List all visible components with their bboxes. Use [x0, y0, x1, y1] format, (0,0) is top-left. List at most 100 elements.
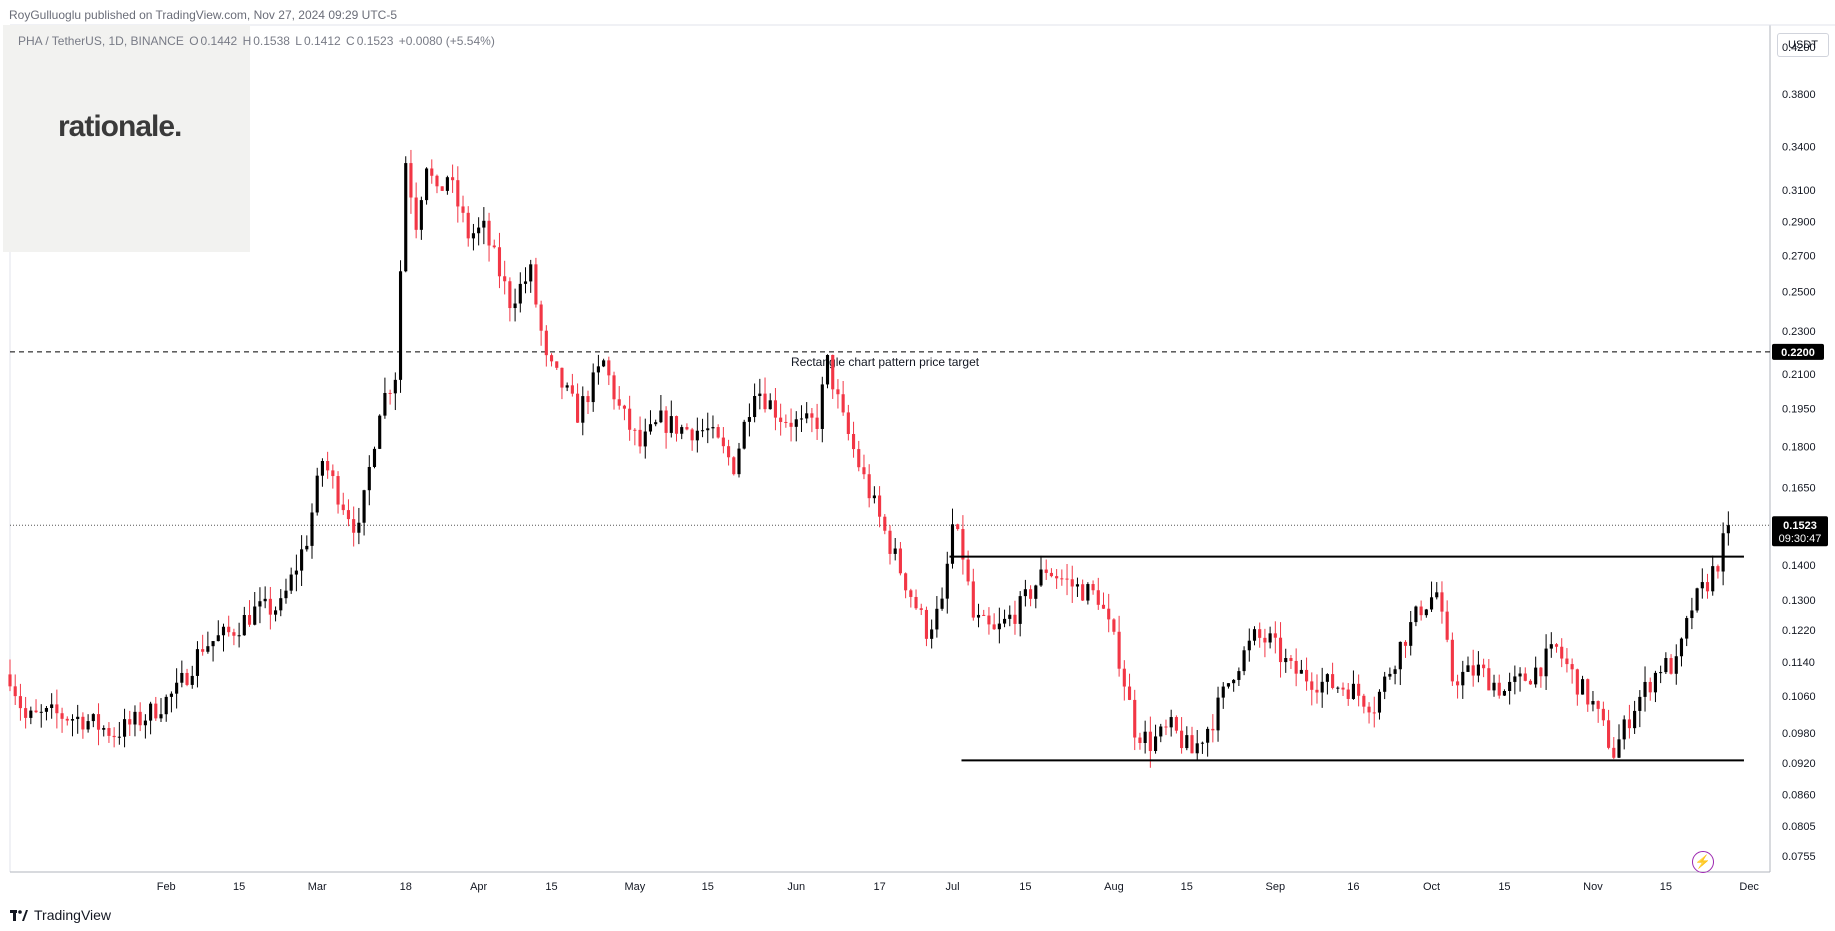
candle-body: [1127, 686, 1132, 700]
candle-body: [945, 563, 949, 599]
logo-watermark-box: [3, 25, 250, 252]
candle-body: [888, 530, 892, 554]
candle-body: [737, 448, 741, 475]
candle-body: [518, 283, 522, 304]
candle-body: [201, 649, 205, 652]
symbol-label[interactable]: PHA / TetherUS, 1D, BINANCE: [18, 34, 184, 48]
candle-body: [315, 475, 319, 513]
candle-body: [279, 598, 283, 611]
y-tick-label: 0.0805: [1782, 821, 1816, 833]
candle-body: [680, 427, 684, 434]
candle-body: [961, 529, 965, 560]
candle-body: [674, 416, 679, 434]
candle-body: [1508, 681, 1512, 692]
candle-body: [352, 519, 356, 533]
candle-body: [143, 720, 147, 726]
candle-body: [1648, 681, 1652, 693]
candle-body: [96, 714, 101, 730]
candle-body: [820, 384, 824, 429]
candle-body: [825, 354, 830, 385]
candle-body: [1055, 576, 1059, 579]
candle-body: [1174, 717, 1178, 731]
candle-body: [1554, 644, 1559, 647]
change-value: +0.0080 (+5.54%): [398, 34, 495, 48]
candle-body: [851, 433, 856, 450]
candle-body: [654, 422, 658, 425]
candle-body: [1086, 584, 1090, 601]
candle-body: [24, 708, 28, 718]
candle-body: [341, 504, 345, 511]
x-tick-label: 15: [233, 881, 245, 893]
candles-group: [8, 149, 1730, 768]
candle-body: [1091, 584, 1095, 591]
candle-body: [513, 303, 517, 309]
candle-body: [1362, 695, 1366, 707]
candle-body: [753, 395, 757, 418]
candle-body: [414, 197, 418, 230]
candle-body: [1627, 719, 1631, 729]
candle-body: [867, 474, 871, 499]
lightning-icon[interactable]: ⚡: [1692, 851, 1714, 873]
candle-body: [221, 626, 226, 636]
candle-body: [1325, 674, 1329, 682]
candle-body: [1216, 697, 1220, 731]
candle-body: [1351, 683, 1355, 699]
candle-body: [294, 570, 298, 575]
candle-body: [133, 711, 137, 725]
candle-body: [378, 415, 382, 449]
y-tick-label: 0.2700: [1782, 250, 1816, 262]
candle-body: [1419, 606, 1423, 616]
candle-body: [1633, 710, 1637, 729]
candle-body: [700, 430, 705, 432]
candle-body: [1133, 699, 1137, 738]
candle-body: [727, 446, 731, 458]
candle-body: [1148, 731, 1152, 752]
y-tick-label: 0.1220: [1782, 625, 1816, 637]
candle-body: [1560, 646, 1564, 659]
candle-body: [1258, 629, 1262, 638]
candle-body: [372, 448, 377, 467]
candle-body: [1607, 720, 1611, 748]
candle-body: [169, 693, 173, 697]
currency-badge[interactable]: USDT: [1777, 33, 1829, 57]
candle-body: [1331, 674, 1335, 688]
candle-body: [549, 355, 554, 362]
y-tick-label: 0.3400: [1782, 142, 1816, 154]
candle-body: [216, 635, 220, 642]
candle-body: [1674, 656, 1678, 674]
candle-body: [289, 574, 293, 591]
candle-body: [1466, 665, 1470, 672]
candle-body: [122, 719, 127, 737]
candle-body: [180, 672, 184, 683]
candle-body: [247, 615, 252, 625]
high-label: H: [242, 34, 252, 48]
candle-body: [1544, 648, 1548, 677]
candle-body: [1497, 682, 1501, 696]
tradingview-footer[interactable]: TradingView: [10, 907, 111, 923]
candle-body: [836, 389, 840, 395]
candle-body: [305, 545, 309, 550]
candle-body: [1154, 736, 1158, 752]
candle-body: [690, 429, 694, 441]
candle-body: [310, 512, 314, 546]
candle-body: [1278, 637, 1283, 663]
candle-body: [404, 163, 408, 272]
candle-body: [102, 728, 106, 730]
candle-body: [388, 392, 392, 394]
candle-body: [1346, 689, 1350, 699]
candle-body: [1044, 569, 1048, 573]
candle-body: [1315, 689, 1319, 693]
x-tick-label: 16: [1347, 881, 1359, 893]
candle-body: [1190, 735, 1194, 754]
candle-body: [237, 635, 241, 637]
y-tick-label: 0.0980: [1782, 728, 1816, 740]
candle-body: [1013, 614, 1017, 624]
candle-body: [930, 629, 934, 639]
candle-body: [831, 354, 835, 390]
y-tick-label: 0.0920: [1782, 758, 1816, 770]
candle-body: [815, 417, 819, 429]
open-value: 0.1442: [200, 34, 238, 48]
candle-body: [1429, 597, 1434, 610]
y-tick-label: 0.1140: [1782, 657, 1815, 669]
